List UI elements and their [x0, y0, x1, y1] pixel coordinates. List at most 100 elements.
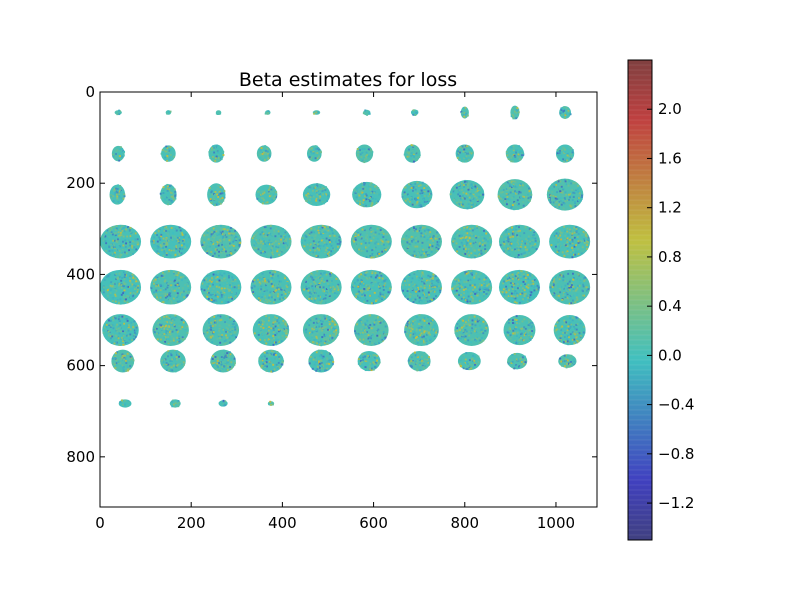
- slice-voxel: [186, 248, 189, 251]
- slice-voxel: [109, 284, 112, 287]
- slice-voxel: [361, 152, 364, 154]
- slice-voxel: [168, 287, 171, 290]
- slice-voxel: [122, 235, 125, 238]
- slice-voxel: [168, 248, 171, 251]
- slice-voxel: [165, 247, 168, 250]
- slice-voxel: [434, 237, 437, 240]
- slice-voxel: [530, 238, 533, 241]
- slice-voxel: [150, 288, 153, 291]
- slice-voxel: [309, 157, 312, 160]
- slice-voxel: [401, 238, 404, 241]
- slice-voxel: [507, 238, 510, 241]
- slice-voxel: [159, 283, 162, 286]
- slice-voxel: [325, 292, 328, 295]
- slice-voxel: [530, 246, 532, 249]
- slice-voxel: [179, 293, 182, 296]
- slice-voxel: [564, 180, 567, 183]
- slice-voxel: [406, 155, 409, 158]
- slice-voxel: [173, 251, 176, 254]
- slice-voxel: [458, 239, 461, 241]
- slice-voxel: [415, 238, 418, 241]
- slice-voxel: [306, 232, 309, 235]
- slice-voxel: [257, 297, 260, 300]
- slice-voxel: [557, 203, 560, 206]
- slice-voxel: [118, 273, 121, 276]
- slice-voxel: [219, 239, 222, 242]
- slice-voxel: [219, 230, 222, 233]
- slice-voxel: [313, 245, 316, 247]
- slice-voxel: [309, 243, 312, 246]
- slice-voxel: [459, 197, 462, 200]
- slice-voxel: [217, 184, 220, 187]
- slice-voxel: [416, 233, 419, 236]
- slice-voxel: [174, 228, 177, 231]
- slice-voxel: [507, 198, 509, 201]
- slice-voxel: [562, 207, 565, 210]
- slice-voxel: [508, 253, 511, 256]
- slice-voxel: [371, 271, 374, 273]
- slice-voxel: [479, 286, 481, 289]
- slice-voxel: [522, 200, 525, 203]
- slice-voxel: [127, 239, 130, 242]
- slice-voxel: [265, 226, 268, 229]
- slice-voxel: [415, 287, 418, 290]
- slice-voxel: [166, 159, 168, 162]
- slice-voxel: [512, 234, 515, 237]
- slice-voxel: [415, 226, 418, 229]
- slice-voxel: [222, 150, 225, 153]
- slice-voxel: [329, 286, 332, 289]
- brain-slice: [401, 180, 433, 209]
- slice-voxel: [371, 193, 374, 196]
- slice-voxel: [355, 230, 358, 233]
- slice-voxel: [418, 229, 421, 232]
- slice-voxel: [171, 158, 174, 161]
- slice-voxel: [211, 193, 213, 196]
- slice-voxel: [462, 159, 465, 161]
- slice-voxel: [309, 295, 312, 298]
- slice-voxel: [175, 246, 178, 249]
- slice-voxel: [371, 278, 373, 281]
- slice-voxel: [566, 237, 569, 240]
- slice-voxel: [269, 271, 272, 274]
- slice-voxel: [319, 195, 322, 198]
- slice-voxel: [408, 228, 411, 231]
- slice-voxel: [578, 241, 581, 244]
- slice-voxel: [503, 244, 506, 247]
- slice-voxel: [261, 296, 264, 299]
- slice-voxel: [360, 249, 363, 252]
- slice-voxel: [374, 228, 377, 231]
- slice-voxel: [307, 251, 310, 254]
- brain-slice-mosaic: [100, 105, 591, 408]
- slice-voxel: [307, 287, 310, 289]
- slice-voxel: [280, 253, 283, 256]
- slice-voxel: [312, 236, 315, 239]
- slice-voxel: [563, 106, 566, 109]
- slice-voxel: [261, 202, 264, 205]
- slice-voxel: [314, 231, 317, 234]
- slice-voxel: [522, 193, 525, 196]
- slice-voxel: [523, 195, 526, 198]
- slice-voxel: [208, 241, 210, 244]
- slice-voxel: [264, 145, 267, 148]
- slice-voxel: [163, 293, 166, 296]
- slice-voxel: [161, 152, 164, 155]
- slice-voxel: [324, 189, 327, 192]
- slice-voxel: [573, 234, 576, 237]
- slice-voxel: [321, 273, 324, 276]
- slice-voxel: [354, 290, 357, 293]
- slice-voxel: [212, 242, 215, 245]
- slice-voxel: [455, 201, 458, 204]
- slice-voxel: [119, 302, 122, 305]
- slice-voxel: [254, 292, 257, 295]
- slice-voxel: [499, 244, 502, 246]
- slice-voxel: [111, 282, 114, 285]
- slice-voxel: [168, 293, 171, 296]
- slice-voxel: [170, 199, 173, 202]
- slice-voxel: [409, 187, 412, 190]
- slice-voxel: [452, 240, 455, 243]
- slice-voxel: [575, 237, 578, 240]
- slice-voxel: [167, 151, 170, 154]
- slice-voxel: [315, 191, 318, 194]
- slice-voxel: [464, 152, 467, 155]
- slice-voxel: [259, 248, 262, 251]
